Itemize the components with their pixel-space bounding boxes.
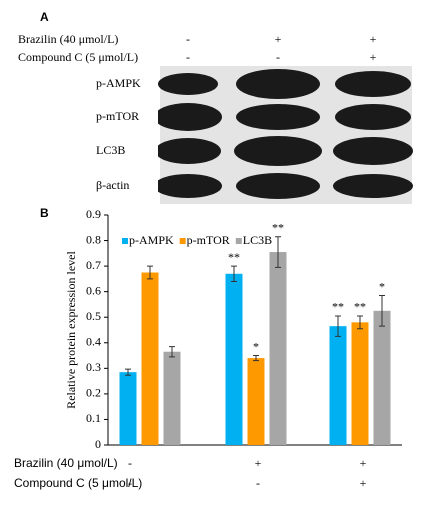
legend-label: LC3B	[243, 233, 272, 247]
y-tick-label: 0.6	[86, 283, 101, 297]
y-tick-label: 0	[95, 437, 101, 451]
significance-label: **	[272, 220, 284, 234]
legend-label: p-mTOR	[187, 233, 230, 247]
bar	[351, 322, 369, 445]
error-bar	[357, 315, 363, 330]
y-tick-label: 0.5	[86, 309, 101, 323]
condition-mark: +	[275, 32, 282, 46]
condition-mark: -	[128, 476, 132, 490]
row-label: p-mTOR	[96, 109, 139, 123]
blot-bands	[154, 69, 413, 199]
significance-label: *	[253, 339, 259, 353]
panel-label: B	[40, 206, 49, 220]
condition-mark: +	[360, 456, 367, 470]
condition-mark: +	[370, 50, 377, 64]
condition-mark: +	[255, 456, 262, 470]
condition-mark: -	[186, 50, 190, 64]
significance-label: **	[354, 300, 366, 314]
row-label-box	[90, 105, 158, 129]
condition-label: Brazilin (40 μmol/L)	[14, 456, 118, 470]
condition-mark: +	[360, 476, 367, 490]
condition-mark: -	[276, 50, 280, 64]
legend-swatch	[179, 238, 186, 244]
legend-label: p-AMPK	[129, 233, 174, 247]
y-tick-label: 0.9	[86, 207, 101, 221]
significance-label: *	[379, 279, 385, 293]
bar	[373, 310, 391, 445]
error-bar	[147, 265, 153, 280]
error-bar	[253, 355, 259, 362]
bar	[141, 272, 159, 445]
bar	[269, 252, 287, 445]
row-label-box	[90, 139, 158, 163]
error-bar	[335, 315, 341, 337]
condition-label: Compound C (5 μmol/L)	[18, 50, 138, 64]
error-bar	[275, 236, 281, 268]
error-bar	[169, 346, 175, 358]
error-bar	[379, 295, 385, 327]
row-label: β-actin	[96, 178, 129, 192]
bar	[163, 351, 181, 445]
condition-label: Brazilin (40 μmol/L)	[18, 32, 118, 46]
error-bar	[125, 368, 131, 376]
y-tick-label: 0.2	[86, 386, 101, 400]
y-axis-label: Relative protein expression level	[64, 251, 78, 409]
y-tick-label: 0.8	[86, 232, 101, 246]
y-tick-label: 0.7	[86, 258, 101, 272]
condition-mark: -	[256, 476, 260, 490]
row-label-box	[90, 72, 158, 96]
y-tick-label: 0.1	[86, 411, 101, 425]
row-label-box	[90, 174, 158, 198]
row-label: LC3B	[96, 143, 125, 157]
y-tick-label: 0.3	[86, 360, 101, 374]
bar	[119, 372, 137, 445]
y-tick-label: 0.4	[86, 335, 101, 349]
panel-label: A	[40, 10, 49, 24]
bar	[329, 326, 347, 445]
legend-swatch	[235, 238, 242, 244]
row-label: p-AMPK	[96, 76, 141, 90]
condition-mark: -	[128, 456, 132, 470]
condition-mark: +	[370, 32, 377, 46]
condition-label: Compound C (5 μmol/L)	[14, 476, 142, 490]
error-bar	[231, 265, 237, 282]
bar	[247, 358, 265, 445]
legend-swatch	[122, 238, 128, 244]
significance-label: **	[228, 250, 240, 264]
significance-label: **	[332, 300, 344, 314]
condition-mark: -	[186, 32, 190, 46]
bar	[225, 273, 243, 445]
